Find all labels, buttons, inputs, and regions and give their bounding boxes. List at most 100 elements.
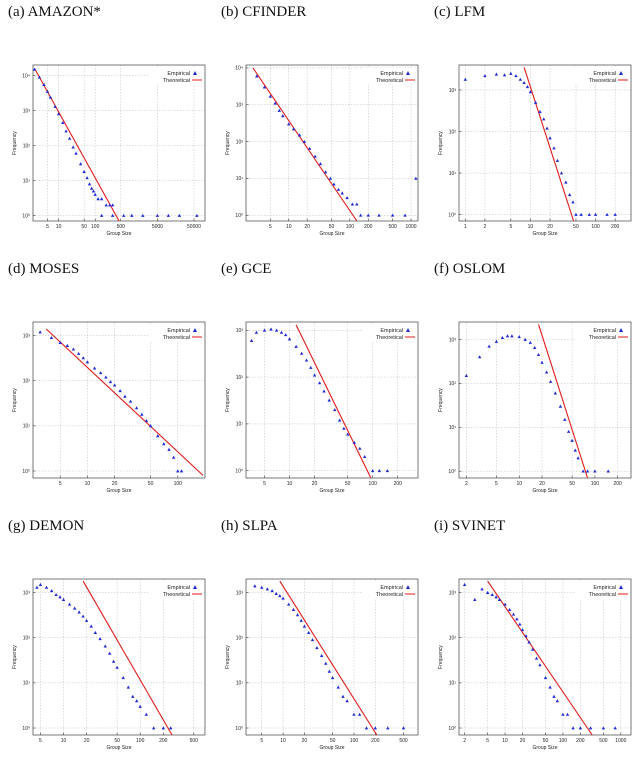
empirical-point <box>386 726 390 730</box>
legend-empirical-label: Empirical <box>167 71 190 77</box>
x-tick-label: 200 <box>611 224 620 230</box>
empirical-point <box>523 337 527 341</box>
y-tick-label: 10² <box>23 379 31 385</box>
empirical-point <box>494 339 499 343</box>
x-tick-label: 5 <box>495 481 498 487</box>
y-axis-label: Frequency <box>12 131 18 155</box>
empirical-point <box>542 117 546 121</box>
empirical-point <box>548 379 553 383</box>
empirical-point <box>126 685 131 689</box>
x-tick-label: 10 <box>286 224 292 230</box>
empirical-point <box>571 200 575 204</box>
x-tick-label: 10 <box>528 224 534 230</box>
x-tick-label: 50 <box>345 481 351 487</box>
legend-box <box>575 68 629 84</box>
y-tick-label: 10³ <box>449 337 457 343</box>
empirical-point <box>291 607 296 611</box>
empirical-point <box>99 197 104 201</box>
empirical-point <box>593 212 598 216</box>
y-tick-label: 10⁰ <box>22 213 30 219</box>
empirical-point <box>352 712 356 716</box>
x-tick-label: 5 <box>263 481 266 487</box>
empirical-point <box>540 360 544 364</box>
legend-empirical-marker <box>619 71 623 75</box>
empirical-point <box>511 612 516 616</box>
empirical-point <box>559 171 564 175</box>
empirical-point <box>345 699 349 703</box>
plot-frame <box>458 321 632 479</box>
empirical-point <box>134 699 139 703</box>
empirical-point <box>255 74 259 78</box>
empirical-point <box>538 663 542 667</box>
empirical-point <box>327 669 332 673</box>
theoretical-line <box>82 580 173 736</box>
empirical-point <box>357 712 362 716</box>
empirical-point <box>99 213 104 217</box>
empirical-point <box>366 213 370 217</box>
legend-empirical-marker <box>619 585 623 589</box>
empirical-point <box>553 391 558 395</box>
empirical-point <box>77 610 81 614</box>
empirical-point <box>54 592 58 597</box>
empirical-point <box>286 602 291 606</box>
empirical-point <box>527 640 531 644</box>
empirical-point <box>315 646 319 650</box>
empirical-point <box>507 607 512 611</box>
empirical-point <box>268 94 273 98</box>
x-tick-label: 2 <box>465 481 468 487</box>
empirical-point <box>613 726 617 730</box>
empirical-point <box>107 651 112 655</box>
empirical-point <box>156 434 160 438</box>
empirical-point <box>141 213 145 217</box>
empirical-point <box>115 665 119 669</box>
empirical-point <box>552 694 556 698</box>
empirical-point <box>35 585 39 589</box>
legend-empirical-label: Empirical <box>593 71 616 77</box>
legend-theoretical-label: Theoretical <box>376 592 403 598</box>
empirical-point <box>71 145 75 149</box>
empirical-point <box>483 74 487 78</box>
empirical-point <box>477 355 482 359</box>
empirical-point <box>281 596 285 600</box>
empirical-point <box>53 104 57 108</box>
empirical-point <box>509 71 513 75</box>
empirical-point <box>176 469 180 473</box>
empirical-point <box>564 180 568 184</box>
empirical-point <box>500 335 505 340</box>
x-tick-label: 500 <box>190 738 199 744</box>
empirical-point <box>463 77 468 81</box>
panel-title: (b) CFINDER <box>221 4 307 20</box>
legend-empirical-label: Empirical <box>380 328 403 334</box>
empirical-point <box>78 162 83 166</box>
empirical-point <box>544 370 549 374</box>
empirical-point <box>552 146 556 150</box>
empirical-point <box>517 335 521 339</box>
empirical-point <box>287 337 292 341</box>
x-tick-label: 20 <box>302 738 308 744</box>
panel-title: (a) AMAZON* <box>8 4 101 20</box>
empirical-point <box>358 446 362 450</box>
x-tick-label: 500 <box>399 738 408 744</box>
empirical-point <box>317 381 322 385</box>
legend-empirical-marker <box>406 585 410 589</box>
empirical-point <box>92 366 97 370</box>
empirical-point <box>593 469 597 473</box>
empirical-point <box>302 624 307 628</box>
panel-svinet: (i) SVINET 2 5 10 20 50 100 200 500 1000 10⁰ 10¹ 10… <box>426 514 639 771</box>
empirical-point <box>578 726 583 730</box>
empirical-point <box>601 726 606 730</box>
empirical-point <box>49 589 54 593</box>
y-tick-label: 10³ <box>236 590 244 596</box>
empirical-point <box>277 108 281 112</box>
empirical-point <box>330 676 335 680</box>
x-axis-label: Group Size <box>319 231 344 237</box>
y-tick-label: 10⁰ <box>235 469 243 475</box>
empirical-point <box>110 213 115 217</box>
y-tick-label: 10³ <box>449 88 457 94</box>
empirical-point <box>312 373 317 377</box>
y-tick-label: 10³ <box>236 103 244 109</box>
empirical-point <box>89 186 94 190</box>
empirical-point <box>362 454 367 459</box>
y-tick-label: 10⁰ <box>448 469 456 475</box>
theoretical-line <box>45 328 204 476</box>
